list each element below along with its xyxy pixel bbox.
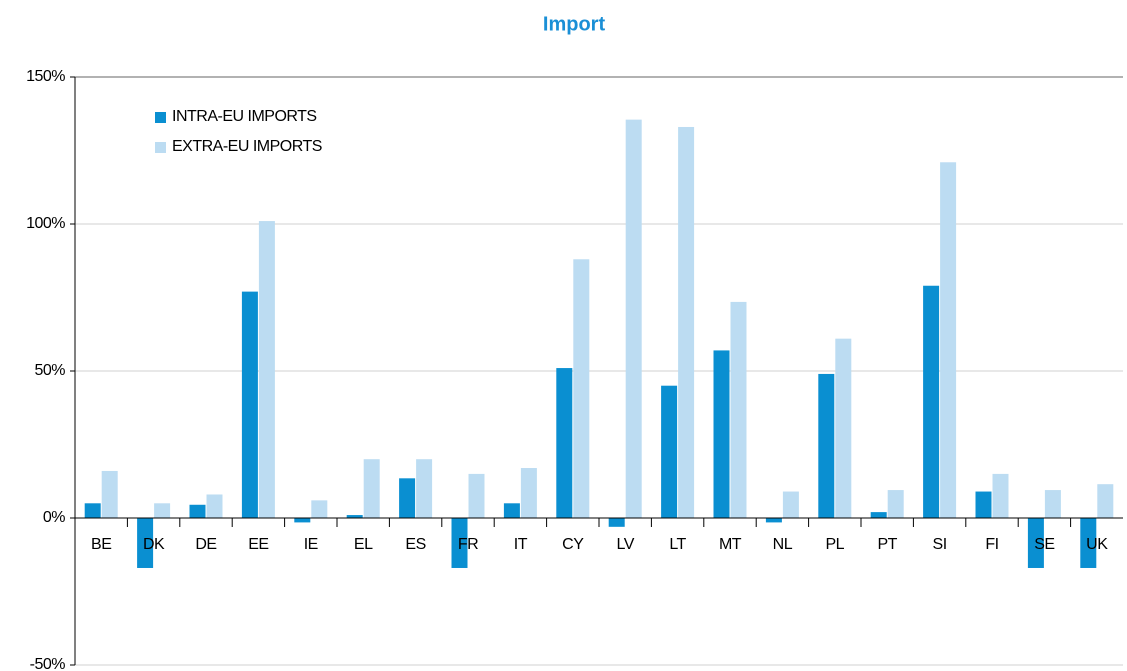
bar <box>556 368 573 518</box>
y-tick-label: 0% <box>43 509 65 526</box>
x-tick-label: CY <box>562 536 584 553</box>
y-tick-label: 50% <box>34 362 65 379</box>
bar <box>887 490 904 518</box>
x-tick-label: IE <box>304 536 318 553</box>
bar <box>730 301 747 518</box>
bar <box>1044 490 1061 518</box>
bar <box>835 338 852 518</box>
bar <box>399 478 416 518</box>
x-tick-label: IT <box>514 536 528 553</box>
bar <box>1027 518 1044 568</box>
bar <box>573 259 590 518</box>
bar <box>137 518 154 568</box>
y-tick-label: -50% <box>30 656 66 671</box>
bar <box>520 468 537 518</box>
bar <box>678 126 695 518</box>
x-tick-label: FR <box>458 536 478 553</box>
x-tick-label: PL <box>826 536 845 553</box>
bar <box>294 518 311 523</box>
x-tick-label: UK <box>1086 536 1108 553</box>
bar <box>189 504 206 518</box>
bar <box>765 518 782 523</box>
x-tick-label: EE <box>248 536 268 553</box>
x-tick-label: DE <box>195 536 216 553</box>
bar <box>503 503 520 518</box>
bar <box>713 350 730 518</box>
x-tick-label: EL <box>354 536 373 553</box>
bar <box>416 459 433 518</box>
bar <box>940 162 957 518</box>
bar <box>661 385 678 518</box>
bar <box>818 373 835 518</box>
bar <box>311 500 328 518</box>
x-tick-label: DK <box>143 536 165 553</box>
bar <box>101 470 118 518</box>
legend-label: EXTRA-EU IMPORTS <box>172 138 322 155</box>
legend-swatch <box>155 142 166 153</box>
x-tick-label: PT <box>877 536 897 553</box>
x-tick-label: LT <box>669 536 686 553</box>
x-tick-label: BE <box>91 536 111 553</box>
y-tick-label: 150% <box>26 68 65 85</box>
bar <box>782 491 799 518</box>
bar <box>923 285 940 518</box>
bar <box>870 512 887 518</box>
bar <box>84 503 101 518</box>
x-tick-label: SE <box>1034 536 1054 553</box>
bar <box>363 459 380 518</box>
bar <box>154 503 171 518</box>
legend-label: INTRA-EU IMPORTS <box>172 108 317 125</box>
bar <box>975 491 992 518</box>
bar <box>992 473 1009 518</box>
x-tick-label: NL <box>773 536 793 553</box>
bar <box>625 119 642 518</box>
bar <box>1080 518 1097 568</box>
x-tick-label: SI <box>933 536 947 553</box>
bar <box>346 515 363 518</box>
bar <box>608 518 625 527</box>
bar <box>1097 484 1114 518</box>
x-tick-label: FI <box>985 536 998 553</box>
x-tick-label: LV <box>617 536 635 553</box>
legend-swatch <box>155 112 166 123</box>
bar <box>468 473 485 518</box>
bar <box>258 221 275 518</box>
bar <box>241 291 258 518</box>
chart-title: Import <box>543 13 606 35</box>
bar <box>451 518 468 568</box>
x-tick-label: ES <box>405 536 425 553</box>
x-tick-label: MT <box>719 536 742 553</box>
bar <box>206 494 223 518</box>
y-tick-label: 100% <box>26 215 65 232</box>
